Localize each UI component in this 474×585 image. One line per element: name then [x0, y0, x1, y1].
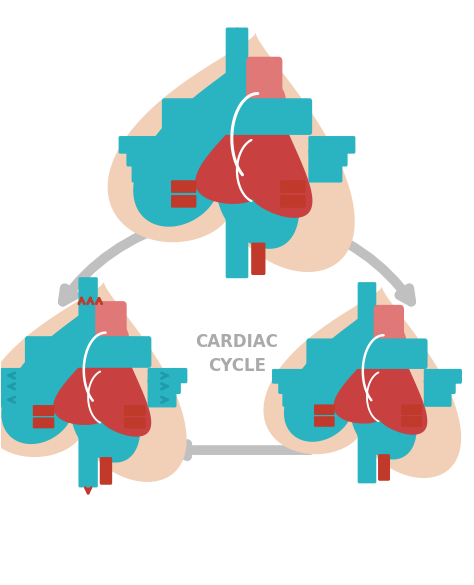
FancyBboxPatch shape [314, 416, 335, 427]
FancyBboxPatch shape [226, 27, 248, 108]
FancyBboxPatch shape [171, 180, 196, 193]
Ellipse shape [246, 81, 285, 119]
FancyBboxPatch shape [309, 149, 347, 167]
FancyBboxPatch shape [309, 136, 356, 154]
Polygon shape [0, 282, 187, 482]
Ellipse shape [96, 322, 128, 354]
Polygon shape [133, 63, 299, 249]
Text: CARDIAC
CYCLE: CARDIAC CYCLE [196, 333, 278, 374]
FancyBboxPatch shape [378, 454, 390, 481]
FancyBboxPatch shape [25, 336, 151, 368]
FancyBboxPatch shape [147, 392, 176, 407]
FancyBboxPatch shape [79, 430, 98, 487]
Polygon shape [284, 310, 417, 459]
FancyBboxPatch shape [251, 243, 265, 275]
FancyBboxPatch shape [358, 282, 376, 347]
FancyBboxPatch shape [424, 379, 456, 394]
FancyBboxPatch shape [118, 136, 165, 154]
FancyBboxPatch shape [147, 378, 181, 394]
FancyBboxPatch shape [33, 405, 55, 416]
FancyBboxPatch shape [314, 404, 335, 415]
FancyBboxPatch shape [124, 405, 146, 416]
FancyBboxPatch shape [401, 404, 422, 415]
FancyBboxPatch shape [0, 392, 28, 407]
FancyBboxPatch shape [374, 305, 404, 345]
FancyBboxPatch shape [280, 180, 306, 193]
FancyBboxPatch shape [171, 195, 196, 208]
Polygon shape [1, 307, 140, 463]
FancyBboxPatch shape [358, 428, 376, 483]
FancyBboxPatch shape [278, 379, 310, 394]
FancyBboxPatch shape [272, 369, 310, 384]
FancyBboxPatch shape [124, 417, 146, 428]
FancyBboxPatch shape [0, 378, 28, 394]
FancyBboxPatch shape [127, 149, 165, 167]
Polygon shape [264, 287, 461, 478]
FancyBboxPatch shape [79, 277, 98, 345]
FancyBboxPatch shape [283, 392, 310, 407]
Polygon shape [334, 319, 428, 435]
FancyBboxPatch shape [401, 416, 422, 427]
FancyBboxPatch shape [424, 369, 462, 384]
FancyBboxPatch shape [280, 195, 306, 208]
FancyBboxPatch shape [147, 368, 187, 383]
FancyBboxPatch shape [162, 98, 312, 135]
FancyBboxPatch shape [100, 457, 112, 485]
FancyBboxPatch shape [0, 368, 28, 383]
FancyBboxPatch shape [424, 392, 452, 407]
Ellipse shape [374, 325, 405, 356]
FancyBboxPatch shape [132, 165, 165, 183]
Polygon shape [195, 74, 312, 218]
FancyBboxPatch shape [95, 301, 127, 343]
FancyBboxPatch shape [309, 165, 342, 183]
Polygon shape [108, 33, 355, 272]
FancyBboxPatch shape [306, 339, 428, 369]
Polygon shape [53, 316, 151, 437]
FancyBboxPatch shape [246, 57, 283, 105]
FancyBboxPatch shape [226, 211, 248, 278]
FancyBboxPatch shape [33, 417, 55, 428]
